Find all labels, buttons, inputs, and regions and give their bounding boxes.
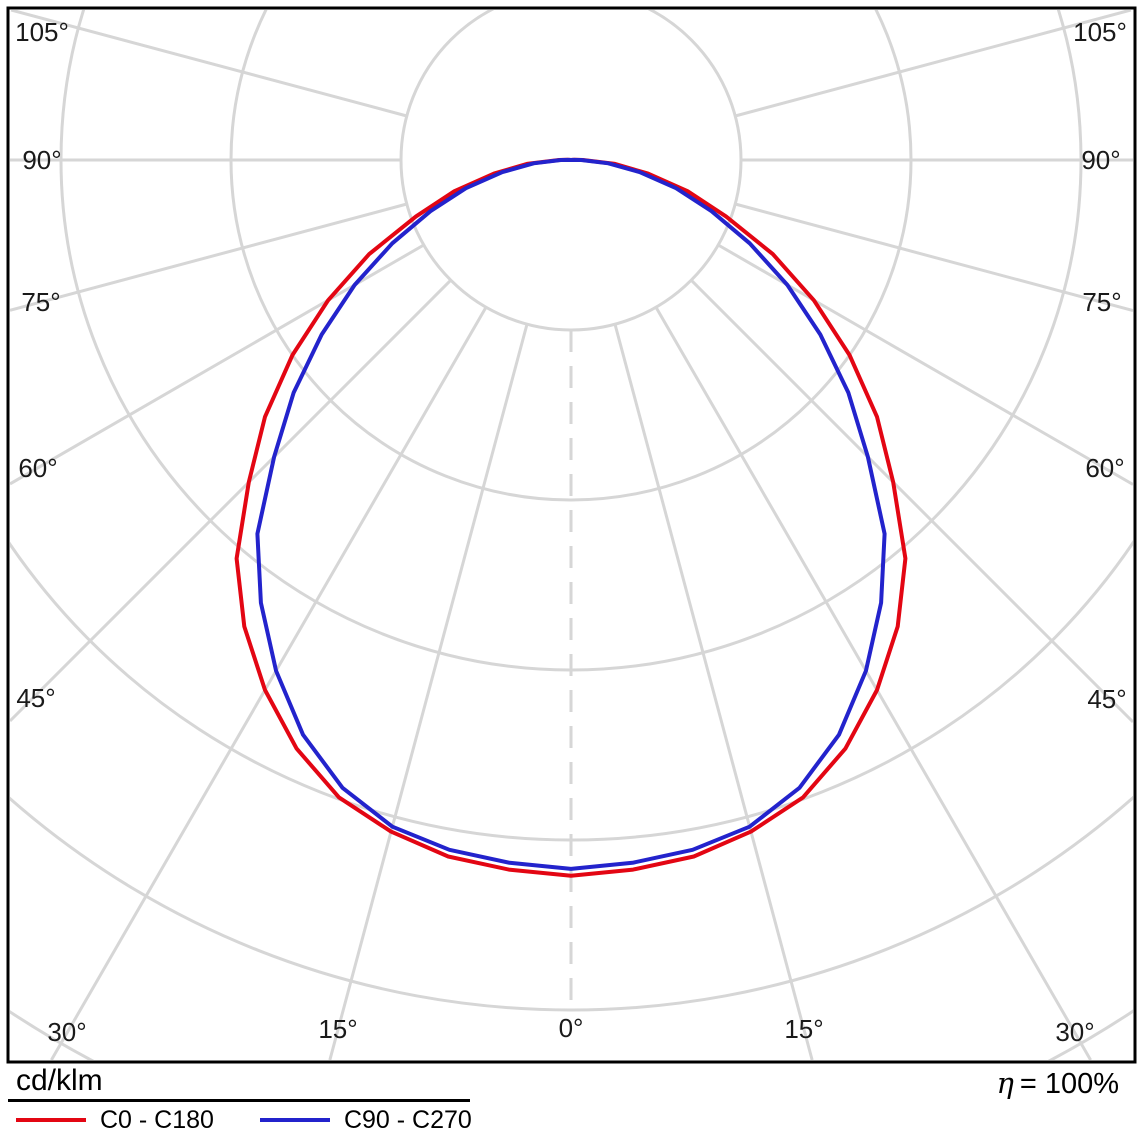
angle-label: 45°: [1087, 684, 1126, 714]
legend-item-c90-c270: C90 - C270: [259, 1104, 472, 1136]
legend-item-c0-c180: C0 - C180: [16, 1104, 214, 1136]
angle-label: 45°: [16, 683, 55, 713]
angle-label: 90°: [22, 145, 61, 175]
angle-label: 60°: [18, 453, 57, 483]
legend: C0 - C180 C90 - C270: [16, 1104, 472, 1136]
angle-label: 90°: [1081, 145, 1120, 175]
legend-swatch-c0-c180: [16, 1118, 86, 1122]
angle-label: 105°: [15, 17, 69, 47]
legend-label-c0-c180: C0 - C180: [100, 1105, 214, 1134]
efficiency-label: η = 100%: [996, 1066, 1119, 1101]
unit-label: cd/klm: [16, 1064, 103, 1097]
angle-label: 30°: [1055, 1017, 1094, 1047]
angle-label: 75°: [1082, 287, 1121, 317]
legend-divider: [8, 1099, 470, 1102]
efficiency-value: = 100%: [1019, 1068, 1119, 1100]
angle-label: 0°: [559, 1013, 584, 1043]
angle-label: 15°: [318, 1014, 357, 1044]
legend-label-c90-c270: C90 - C270: [343, 1105, 472, 1134]
angle-label: 75°: [21, 287, 60, 317]
legend-swatch-c90-c270: [259, 1118, 330, 1122]
angle-label: 60°: [1085, 453, 1124, 483]
eta-symbol: η: [996, 1066, 1014, 1100]
angle-label: 15°: [784, 1014, 823, 1044]
angle-label: 30°: [47, 1017, 86, 1047]
angle-label: 105°: [1073, 17, 1127, 47]
